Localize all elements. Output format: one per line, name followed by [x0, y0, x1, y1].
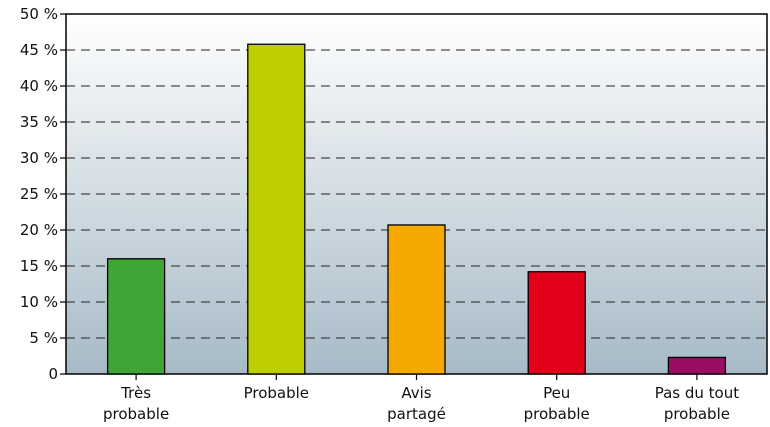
x-category-label: Avis partagé [387, 384, 446, 423]
y-tick-label: 30 % [20, 149, 58, 167]
y-axis-ticks: 0 5 % 10 % 15 % 20 % 25 % 30 % 35 % 40 % 45 % 50 % [20, 5, 66, 383]
y-tick-label: 25 % [20, 185, 58, 203]
bar [106, 258, 166, 375]
y-tick-label: 5 % [29, 329, 58, 347]
y-tick-label: 0 [48, 365, 58, 383]
x-category-label: Probable [244, 384, 309, 402]
bar [527, 271, 586, 375]
y-tick-label: 50 % [20, 5, 58, 23]
y-tick-label: 45 % [20, 41, 58, 59]
x-category-label: Pas du tout probable [655, 384, 740, 423]
y-tick-label: 35 % [20, 113, 58, 131]
x-category-label: Peu probable [524, 384, 590, 423]
y-tick-label: 40 % [20, 77, 58, 95]
y-tick-label: 20 % [20, 221, 58, 239]
bars [106, 43, 727, 375]
x-axis-labels: Très probable Probable Avis partagé Peu probab… [103, 374, 739, 423]
y-tick-label: 10 % [20, 293, 58, 311]
x-category-label: Très probable [103, 384, 169, 423]
bar [667, 356, 727, 375]
y-tick-label: 15 % [20, 257, 58, 275]
bar [247, 43, 306, 375]
bar [387, 224, 446, 375]
